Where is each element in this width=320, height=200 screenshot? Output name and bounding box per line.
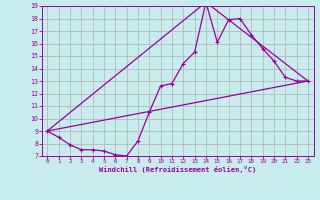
X-axis label: Windchill (Refroidissement éolien,°C): Windchill (Refroidissement éolien,°C) xyxy=(99,166,256,173)
